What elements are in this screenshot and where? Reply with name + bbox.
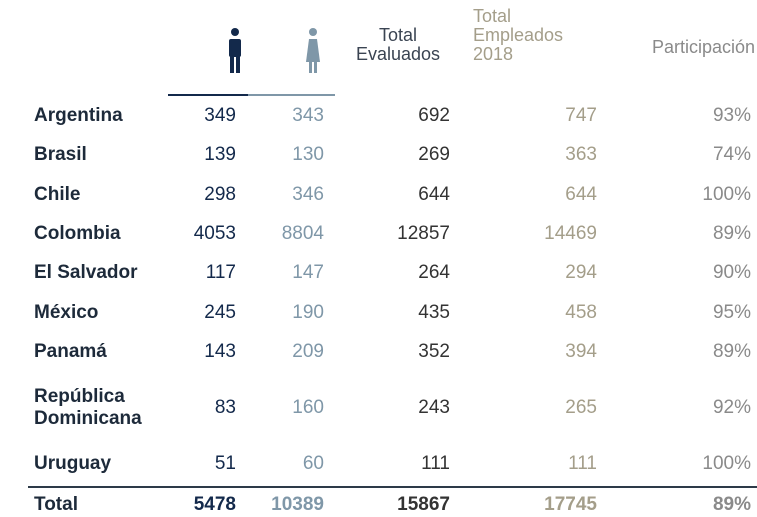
women-cell: 130 [292,144,324,165]
men-cell: 245 [204,302,236,323]
woman-icon [306,28,320,73]
country-cell: República Dominicana [34,386,142,429]
country-cell: Chile [34,184,81,205]
total-evaluados-cell: 264 [418,262,450,283]
men-cell: 143 [204,341,236,362]
total-evaluados-cell: 644 [418,184,450,205]
women-cell: 190 [292,302,324,323]
header-participacion: Participación [651,37,755,57]
header-total-empleados: Total Empleados 2018 [473,6,564,64]
country-cell: México [34,302,99,323]
total-evaluados-cell: 15867 [397,494,450,515]
participacion-cell: 100% [702,184,751,205]
participacion-cell: 89% [712,223,751,244]
total-empleados-cell: 265 [565,397,597,418]
total-evaluados-cell: 352 [418,341,450,362]
country-cell: Total [34,494,78,515]
women-cell: 346 [292,184,324,205]
participacion-cell: 93% [712,105,751,126]
total-empleados-cell: 458 [565,302,597,323]
total-evaluados-cell: 269 [418,144,450,165]
women-cell: 10389 [271,494,324,515]
total-evaluados-cell: 435 [418,302,450,323]
header-total-evaluados: Total Evaluados [355,25,441,64]
men-cell: 5478 [193,494,236,515]
participacion-cell: 90% [712,262,751,283]
men-cell: 51 [214,453,236,474]
women-cell: 60 [302,453,324,474]
men-cell: 4053 [193,223,236,244]
men-cell: 139 [204,144,236,165]
total-evaluados-cell: 243 [418,397,450,418]
men-cell: 117 [205,262,236,283]
women-cell: 343 [292,105,324,126]
participacion-cell: 89% [712,341,751,362]
total-empleados-cell: 747 [565,105,597,126]
total-empleados-cell: 17745 [544,494,597,515]
women-cell: 8804 [281,223,324,244]
country-cell: Uruguay [34,453,112,474]
men-cell: 83 [214,397,236,418]
participacion-cell: 100% [702,453,751,474]
country-cell: Colombia [34,223,121,244]
total-empleados-cell: 363 [565,144,597,165]
women-cell: 147 [292,262,324,283]
total-evaluados-cell: 111 [421,453,450,474]
total-empleados-cell: 111 [568,453,597,474]
men-cell: 298 [204,184,236,205]
total-empleados-cell: 394 [565,341,597,362]
total-evaluados-cell: 12857 [397,223,450,244]
country-cell: Brasil [34,144,87,165]
participacion-cell: 92% [712,397,751,418]
total-empleados-cell: 644 [565,184,597,205]
country-cell: Argentina [34,105,123,126]
total-evaluados-cell: 692 [418,105,450,126]
country-cell: Panamá [34,341,107,362]
man-icon [229,28,241,73]
women-cell: 160 [292,397,324,418]
participacion-cell: 95% [712,302,751,323]
participacion-cell: 74% [712,144,751,165]
country-cell: El Salvador [34,262,138,283]
women-cell: 209 [292,341,324,362]
men-cell: 349 [204,105,236,126]
participacion-cell: 89% [712,494,751,515]
total-empleados-cell: 294 [565,262,597,283]
total-empleados-cell: 14469 [544,223,597,244]
